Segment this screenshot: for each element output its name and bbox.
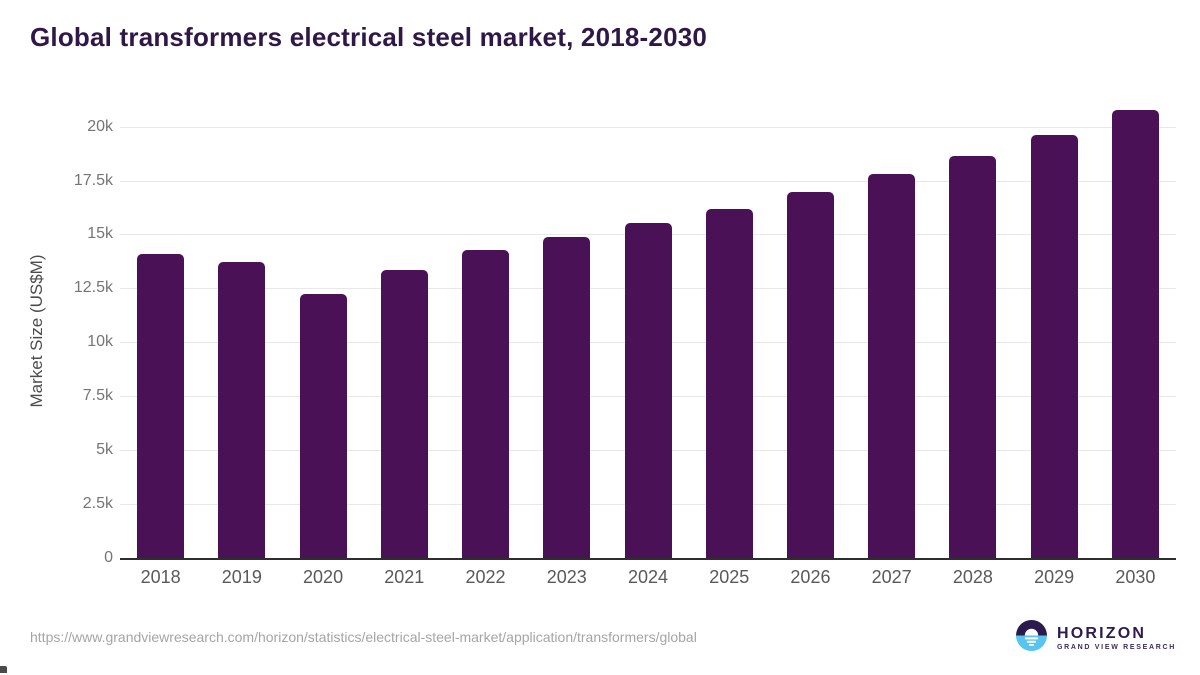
x-axis-label-2023: 2023 — [546, 567, 587, 587]
y-tick-label-0: 0 — [104, 549, 113, 566]
x-axis-label-2024: 2024 — [627, 567, 668, 587]
plot-area — [120, 105, 1176, 560]
bar-2022[interactable] — [462, 249, 510, 558]
x-axis-label-2022: 2022 — [465, 567, 506, 587]
gridline-17.5k — [120, 180, 1176, 182]
bar-2023[interactable] — [543, 236, 591, 558]
y-tick-label-20k: 20k — [87, 117, 113, 135]
bar-2028[interactable] — [949, 155, 997, 558]
bar-2024[interactable] — [624, 222, 672, 558]
horizon-logo-text: HORIZON GRAND VIEW RESEARCH — [1057, 625, 1176, 651]
x-axis-label-2030: 2030 — [1115, 567, 1156, 587]
brand-name: HORIZON — [1057, 625, 1147, 642]
x-axis-label-2021: 2021 — [384, 567, 425, 587]
x-axis-label-2027: 2027 — [871, 567, 912, 587]
y-tick-label-15k: 15k — [87, 225, 113, 243]
x-axis-label-2018: 2018 — [140, 567, 181, 587]
bar-2019[interactable] — [218, 262, 266, 558]
source-url: https://www.grandviewresearch.com/horizo… — [30, 629, 697, 645]
x-axis-label-2025: 2025 — [709, 567, 750, 587]
x-axis-label-2028: 2028 — [952, 567, 993, 587]
x-axis-label-2029: 2029 — [1034, 567, 1075, 587]
y-tick-label-7.5k: 7.5k — [82, 387, 113, 405]
bar-2026[interactable] — [786, 192, 834, 558]
bar-2025[interactable] — [705, 208, 753, 558]
x-axis-label-2026: 2026 — [790, 567, 831, 587]
gridline-20k — [120, 126, 1176, 128]
y-tick-label-17.5k: 17.5k — [73, 171, 113, 189]
x-axis-label-2020: 2020 — [303, 567, 344, 587]
bar-2030[interactable] — [1111, 110, 1159, 558]
y-tick-label-5k: 5k — [96, 441, 113, 459]
bar-2018[interactable] — [137, 253, 185, 558]
y-axis-tick-labels: 0 2.5k 5k 7.5k 10k 12.5k 15k 17.5k 20k — [0, 105, 113, 566]
brand-subtitle: GRAND VIEW RESEARCH — [1057, 644, 1177, 651]
horizon-logo: HORIZON GRAND VIEW RESEARCH — [1016, 620, 1176, 656]
bar-2027[interactable] — [868, 174, 916, 558]
x-axis-label-2019: 2019 — [221, 567, 262, 587]
y-tick-label-10k: 10k — [87, 333, 113, 351]
y-tick-label-2.5k: 2.5k — [82, 495, 113, 513]
y-tick-label-12.5k: 12.5k — [73, 279, 113, 297]
bar-2029[interactable] — [1030, 135, 1078, 558]
chart-title: Global transformers electrical steel mar… — [30, 22, 708, 52]
bar-2021[interactable] — [380, 270, 428, 558]
horizon-logo-icon — [1016, 620, 1047, 656]
bar-2020[interactable] — [299, 293, 347, 558]
cropped-corner-artifact — [0, 666, 7, 673]
x-axis-labels: 2018 2019 2020 2021 2022 2023 2024 2025 2026 2027… — [120, 567, 1176, 593]
